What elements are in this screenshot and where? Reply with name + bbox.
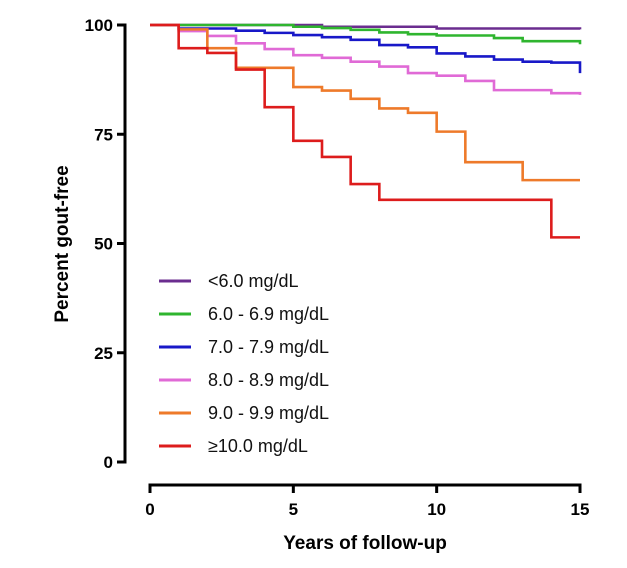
series-line-5: [150, 23, 580, 239]
y-axis-title: Percent gout-free: [52, 165, 73, 322]
y-tick-label: 100: [85, 16, 113, 35]
legend-label: 8.0 - 8.9 mg/dL: [208, 370, 329, 390]
y-tick-label: 0: [104, 453, 113, 472]
x-axis: 0 5 10 15: [145, 483, 590, 519]
series-layer: [150, 23, 582, 239]
series-line-2: [150, 23, 582, 74]
series-line-1: [150, 23, 582, 45]
y-axis: 0 25 50 75 100: [85, 16, 127, 472]
legend-label: 6.0 - 6.9 mg/dL: [208, 304, 329, 324]
x-tick-label: 10: [427, 500, 446, 519]
y-tick-label: 75: [94, 125, 113, 144]
x-tick-label: 5: [289, 500, 298, 519]
legend-label: ≥10.0 mg/dL: [208, 436, 308, 456]
series-line-0: [150, 23, 582, 30]
legend-label: 9.0 - 9.9 mg/dL: [208, 403, 329, 423]
series-line-3: [150, 23, 582, 95]
legend-label: <6.0 mg/dL: [208, 271, 299, 291]
y-tick-label: 50: [94, 235, 113, 254]
x-tick-label: 15: [571, 500, 590, 519]
legend-label: 7.0 - 7.9 mg/dL: [208, 337, 329, 357]
series-line-4: [150, 23, 580, 182]
y-tick-label: 25: [94, 344, 113, 363]
legend: <6.0 mg/dL 6.0 - 6.9 mg/dL 7.0 - 7.9 mg/dL…: [159, 271, 329, 456]
x-axis-title: Years of follow-up: [283, 533, 447, 554]
x-tick-label: 0: [145, 500, 154, 519]
